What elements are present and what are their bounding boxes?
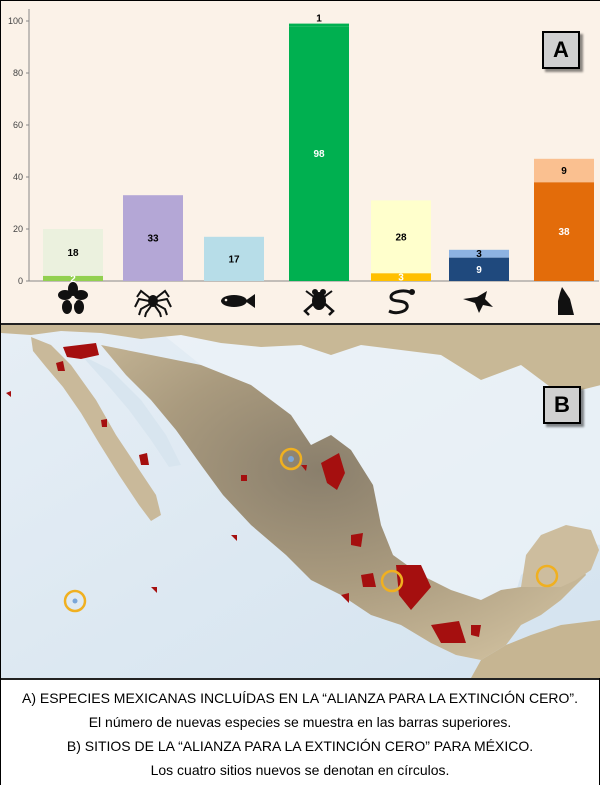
bar-chart: 0 20 40 60 80 100 2 18 33 17 98 1 3 28 9 3 38 9	[8, 9, 599, 318]
caption-line-1: A) ESPECIES MEXICANAS INCLUÍDAS EN LA “A…	[21, 690, 578, 706]
central-america	[471, 620, 600, 678]
bar-bird-segment-2	[449, 249, 509, 258]
bar-plant-segment-1	[43, 275, 103, 281]
y-tick-label: 40	[13, 172, 23, 182]
bar-snake-segment-2	[371, 200, 431, 274]
panel-label-a: A	[542, 31, 580, 69]
spider-icon	[134, 289, 172, 318]
yucatan	[521, 525, 599, 587]
bar-snake-segment-1	[371, 273, 431, 281]
bar-value-label: 28	[395, 232, 407, 243]
bar-wolf-segment-1	[534, 182, 594, 281]
plant-icon	[58, 282, 88, 314]
bar-value-label: 33	[147, 234, 159, 245]
bar-value-label: 9	[561, 166, 567, 177]
category-icons	[58, 282, 574, 318]
mainland-mexico	[101, 345, 586, 660]
bar-plant-segment-2	[43, 229, 103, 276]
y-tick-label: 80	[13, 68, 23, 78]
mexico-map	[1, 325, 600, 678]
bar-value-label: 38	[558, 227, 570, 238]
caption-line-4: Los cuatro sitios nuevos se denotan en c…	[150, 762, 450, 778]
snake-icon	[388, 289, 415, 315]
chart-bars: 2 18 33 17 98 1 3 28 9 3 38 9	[43, 14, 594, 285]
map-panel-b: B	[1, 325, 600, 678]
bar-spider-segment-1	[123, 195, 183, 281]
new-site-circles	[63, 447, 559, 613]
caption-line-2: El número de nuevas especies se muestra …	[88, 714, 512, 730]
caption-line-3: B) SITIOS DE LA “ALIANZA PARA LA EXTINCI…	[66, 738, 534, 754]
bar-value-label: 98	[313, 149, 325, 160]
bird-icon	[463, 291, 493, 313]
wolf-icon	[558, 287, 574, 315]
bar-wolf-segment-2	[534, 158, 594, 183]
bar-value-label: 3	[398, 273, 404, 284]
y-tick-label: 0	[18, 276, 23, 286]
north-land	[1, 325, 600, 395]
baja-california	[31, 337, 161, 521]
bar-value-label: 17	[228, 254, 240, 265]
y-tick-label: 60	[13, 120, 23, 130]
bar-fish-segment-1	[204, 236, 264, 281]
figure-caption: A) ESPECIES MEXICANAS INCLUÍDAS EN LA “A…	[1, 678, 599, 786]
fish-icon	[221, 294, 255, 308]
bar-value-label: 3	[476, 249, 482, 260]
y-tick-label: 100	[8, 16, 23, 26]
panel-label-b: B	[543, 386, 581, 424]
aze-sites	[6, 343, 481, 643]
bar-value-label: 2	[70, 274, 76, 285]
bar-value-label: 1	[316, 14, 322, 25]
bar-bird-segment-1	[449, 257, 509, 281]
bar-frog-segment-1	[289, 26, 349, 282]
bar-frog-segment-2	[289, 23, 349, 27]
frog-icon	[303, 289, 335, 316]
bar-value-label: 9	[476, 265, 482, 276]
chart-panel-a: 0 20 40 60 80 100 2 18 33 17 98 1 3 28 9 3 38 9	[1, 1, 600, 325]
y-tick-label: 20	[13, 224, 23, 234]
bar-value-label: 18	[67, 248, 79, 259]
